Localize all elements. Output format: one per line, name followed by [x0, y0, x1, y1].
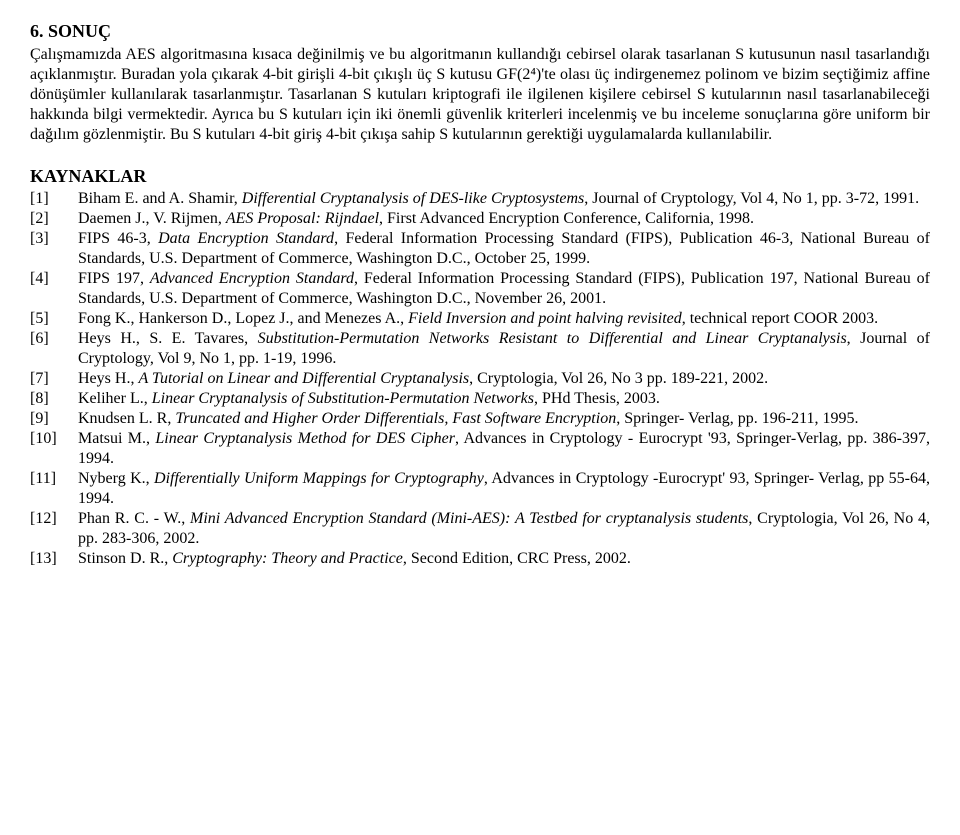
reference-row: [5]Fong K., Hankerson D., Lopez J., and …: [30, 309, 930, 329]
reference-number: [3]: [30, 229, 78, 269]
reference-row: [2]Daemen J., V. Rijmen, AES Proposal: R…: [30, 209, 930, 229]
reference-text: Heys H., S. E. Tavares, Substitution-Per…: [78, 329, 930, 369]
reference-number: [9]: [30, 409, 78, 429]
reference-number: [7]: [30, 369, 78, 389]
reference-number: [6]: [30, 329, 78, 369]
reference-row: [7]Heys H., A Tutorial on Linear and Dif…: [30, 369, 930, 389]
reference-text: Keliher L., Linear Cryptanalysis of Subs…: [78, 389, 930, 409]
reference-number: [4]: [30, 269, 78, 309]
reference-text: Knudsen L. R, Truncated and Higher Order…: [78, 409, 930, 429]
reference-text: FIPS 197, Advanced Encryption Standard, …: [78, 269, 930, 309]
reference-row: [3]FIPS 46-3, Data Encryption Standard, …: [30, 229, 930, 269]
references-list: [1]Biham E. and A. Shamir, Differential …: [30, 189, 930, 569]
reference-text: Biham E. and A. Shamir, Differential Cry…: [78, 189, 930, 209]
reference-text: Daemen J., V. Rijmen, AES Proposal: Rijn…: [78, 209, 930, 229]
reference-number: [11]: [30, 469, 78, 509]
reference-text: Heys H., A Tutorial on Linear and Differ…: [78, 369, 930, 389]
reference-row: [13]Stinson D. R., Cryptography: Theory …: [30, 549, 930, 569]
reference-row: [12]Phan R. C. - W., Mini Advanced Encry…: [30, 509, 930, 549]
reference-text: FIPS 46-3, Data Encryption Standard, Fed…: [78, 229, 930, 269]
reference-number: [10]: [30, 429, 78, 469]
reference-number: [2]: [30, 209, 78, 229]
reference-number: [8]: [30, 389, 78, 409]
reference-row: [1]Biham E. and A. Shamir, Differential …: [30, 189, 930, 209]
reference-number: [12]: [30, 509, 78, 549]
reference-number: [5]: [30, 309, 78, 329]
reference-text: Fong K., Hankerson D., Lopez J., and Men…: [78, 309, 930, 329]
section-body: Çalışmamızda AES algoritmasına kısaca de…: [30, 45, 930, 145]
reference-text: Matsui M., Linear Cryptanalysis Method f…: [78, 429, 930, 469]
reference-row: [11]Nyberg K., Differentially Uniform Ma…: [30, 469, 930, 509]
reference-row: [6]Heys H., S. E. Tavares, Substitution-…: [30, 329, 930, 369]
reference-text: Nyberg K., Differentially Uniform Mappin…: [78, 469, 930, 509]
reference-text: Phan R. C. - W., Mini Advanced Encryptio…: [78, 509, 930, 549]
references-heading: KAYNAKLAR: [30, 165, 930, 188]
section-heading: 6. SONUÇ: [30, 20, 930, 43]
reference-text: Stinson D. R., Cryptography: Theory and …: [78, 549, 930, 569]
reference-number: [13]: [30, 549, 78, 569]
reference-number: [1]: [30, 189, 78, 209]
reference-row: [9]Knudsen L. R, Truncated and Higher Or…: [30, 409, 930, 429]
reference-row: [8]Keliher L., Linear Cryptanalysis of S…: [30, 389, 930, 409]
reference-row: [4]FIPS 197, Advanced Encryption Standar…: [30, 269, 930, 309]
reference-row: [10]Matsui M., Linear Cryptanalysis Meth…: [30, 429, 930, 469]
